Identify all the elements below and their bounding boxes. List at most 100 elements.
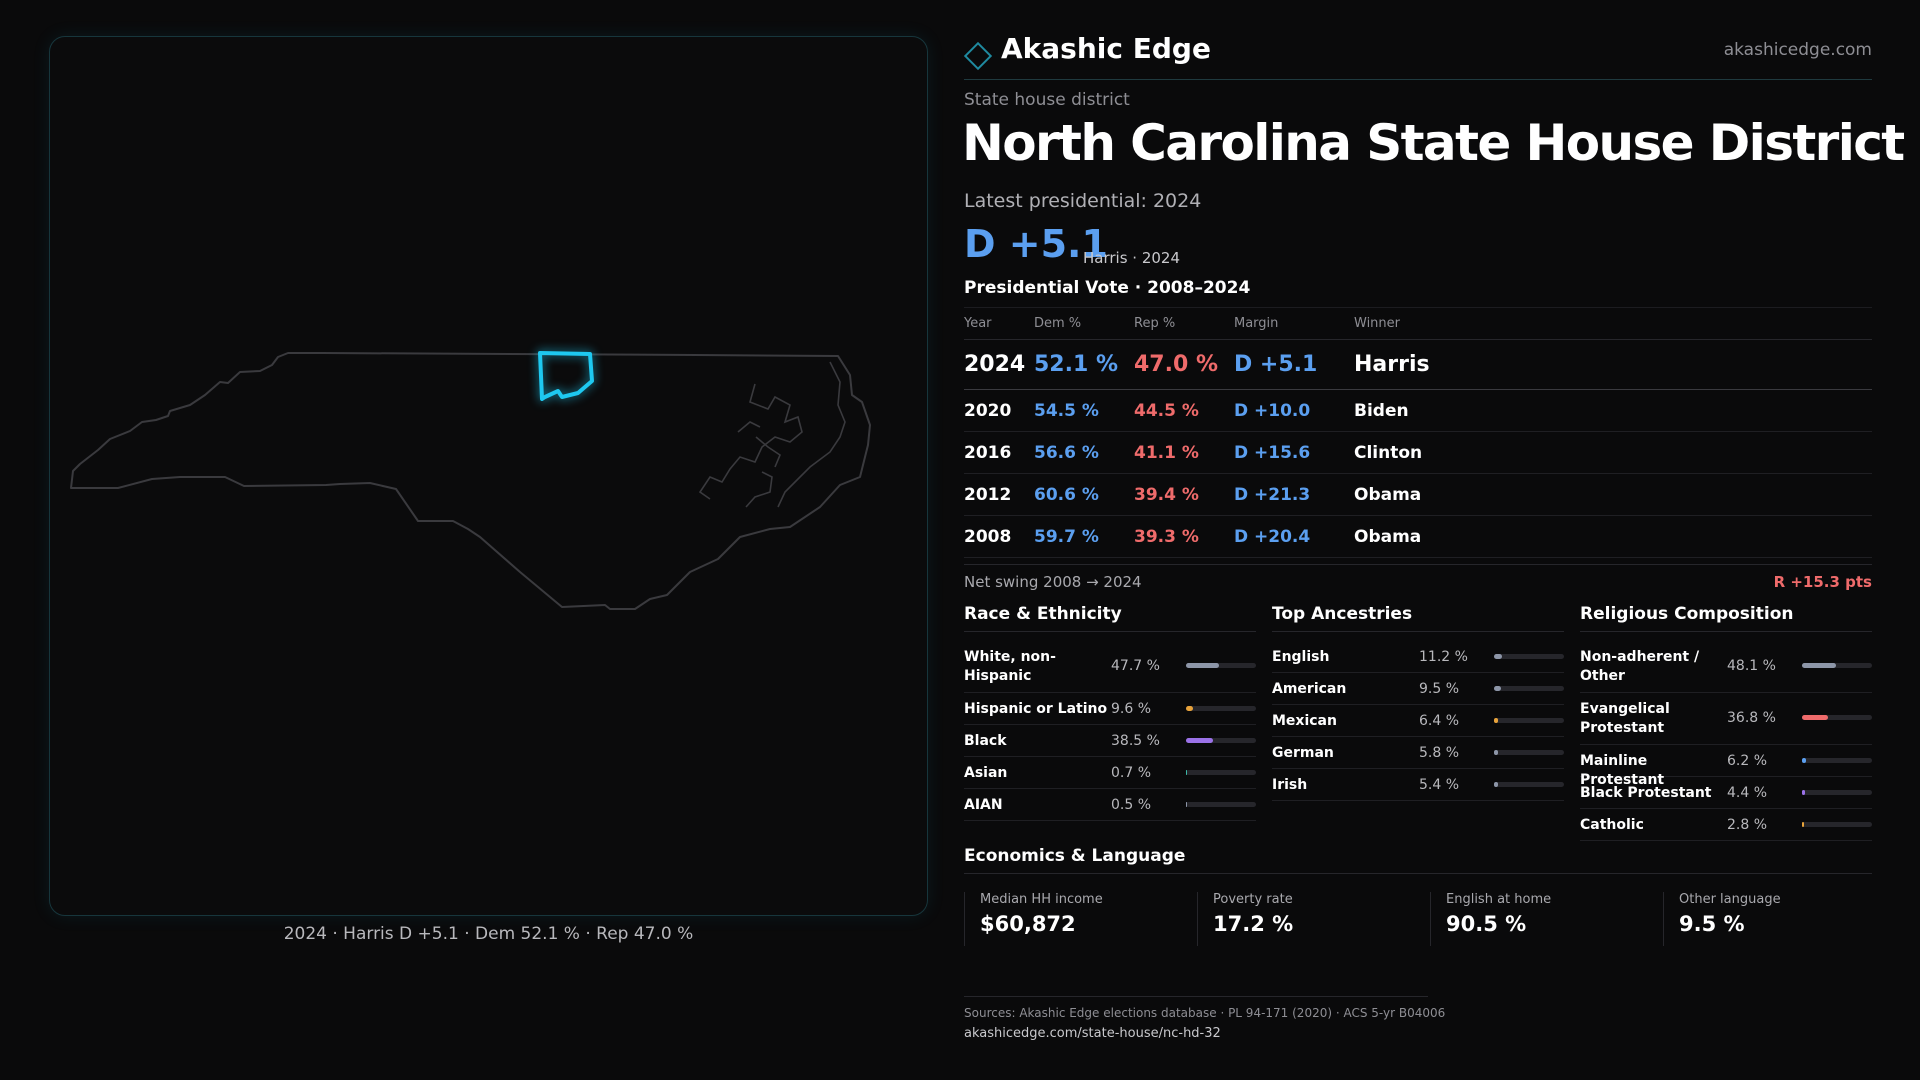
table-row: 2024 52.1 % 47.0 % D +5.1 Harris [964, 340, 1872, 390]
cell-year: 2008 [964, 527, 1012, 547]
list-item: Irish 5.4 % [1272, 769, 1564, 801]
bar-fill [1186, 802, 1188, 807]
list-item: Asian 0.7 % [964, 757, 1256, 789]
map-caption: 2024 · Harris D +5.1 · Dem 52.1 % · Rep … [283, 924, 694, 944]
sources-divider [964, 996, 1428, 997]
stat-label: English at home [1446, 892, 1552, 907]
bar-fill [1186, 738, 1213, 743]
cell-rep: 39.4 % [1134, 485, 1199, 505]
column-header-dem: Dem % [1034, 316, 1082, 331]
brand-url-link[interactable]: akashicedge.com [1723, 40, 1872, 60]
demo-label: Mainline Protestant [1580, 753, 1665, 788]
demo-label: Asian [964, 765, 1008, 781]
swing-divider [964, 564, 1872, 565]
bar-track [1802, 663, 1872, 668]
latest-presidential-label: Latest presidential: 2024 [964, 190, 1202, 212]
demo-value: 11.2 % [1419, 649, 1468, 665]
presidential-margin: D +5.1 [964, 222, 1108, 266]
religion-panel: Religious Composition Non-adherent / Oth… [1580, 604, 1872, 841]
list-item: Black Protestant 4.4 % [1580, 777, 1872, 809]
demo-label: Irish [1272, 777, 1308, 793]
bar-track [1494, 750, 1564, 755]
cell-year: 2020 [964, 401, 1012, 421]
cell-rep: 44.5 % [1134, 401, 1199, 421]
stat-card-english: English at home 90.5 % [1430, 892, 1645, 946]
cell-dem: 54.5 % [1034, 401, 1099, 421]
stat-label: Poverty rate [1213, 892, 1293, 907]
bar-track [1186, 770, 1256, 775]
bar-track [1802, 758, 1872, 763]
demo-value: 47.7 % [1111, 658, 1160, 674]
bar-track [1494, 686, 1564, 691]
list-item: Black 38.5 % [964, 725, 1256, 757]
bar-track [1186, 738, 1256, 743]
list-item: Evangelical Protestant 36.8 % [1580, 693, 1872, 745]
state-outline [70, 352, 871, 610]
bar-track [1494, 654, 1564, 659]
demo-value: 6.2 % [1727, 753, 1768, 769]
column-header-margin: Margin [1234, 316, 1279, 331]
north-carolina-map [70, 351, 871, 610]
demo-value: 4.4 % [1727, 785, 1768, 801]
cell-margin: D +10.0 [1234, 401, 1311, 421]
cell-rep: 39.3 % [1134, 527, 1199, 547]
demo-label: Mexican [1272, 713, 1337, 729]
bar-track [1494, 782, 1564, 787]
cell-dem: 60.6 % [1034, 485, 1099, 505]
demo-value: 0.5 % [1111, 797, 1152, 813]
district-type-label: State house district [964, 90, 1130, 110]
bar-fill [1494, 718, 1499, 723]
table-row: 2016 56.6 % 41.1 % D +15.6 Clinton [964, 432, 1872, 474]
ancestry-title: Top Ancestries [1272, 604, 1564, 632]
demo-label: Black [964, 733, 1007, 749]
bar-fill [1802, 822, 1804, 827]
source-url-link[interactable]: akashicedge.com/state-house/nc-hd-32 [964, 1026, 1221, 1041]
demo-value: 9.5 % [1419, 681, 1460, 697]
presidential-vote-table: Year Dem % Rep % Margin Winner 2024 52.1… [964, 307, 1872, 558]
stat-label: Other language [1679, 892, 1781, 907]
presidential-vote-title: Presidential Vote · 2008–2024 [964, 278, 1251, 298]
bar-fill [1494, 654, 1502, 659]
bar-track [1494, 718, 1564, 723]
demo-label: Hispanic or Latino [964, 701, 1108, 717]
demo-value: 38.5 % [1111, 733, 1160, 749]
bar-track [1186, 663, 1256, 668]
bar-track [1802, 822, 1872, 827]
brand-name: Akashic Edge [1001, 32, 1211, 65]
bar-fill [1802, 758, 1807, 763]
cell-winner: Biden [1354, 401, 1409, 421]
brand-header: Akashic Edge akashicedge.com [963, 30, 1872, 80]
stat-value: 9.5 % [1679, 912, 1745, 936]
stat-card-other-language: Other language 9.5 % [1663, 892, 1878, 946]
column-header-year: Year [964, 316, 992, 331]
net-swing-value: R +15.3 pts [1773, 573, 1872, 591]
demo-label: Non-adherent / Other [1580, 649, 1700, 684]
list-item: Hispanic or Latino 9.6 % [964, 693, 1256, 725]
cell-dem: 59.7 % [1034, 527, 1099, 547]
stat-value: $60,872 [980, 912, 1076, 936]
list-item: American 9.5 % [1272, 673, 1564, 705]
cell-winner: Obama [1354, 527, 1422, 547]
demo-label: White, non-Hispanic [964, 649, 1056, 684]
list-item: Mexican 6.4 % [1272, 705, 1564, 737]
cell-dem: 52.1 % [1034, 352, 1118, 377]
demo-label: Black Protestant [1580, 785, 1712, 801]
bar-fill [1494, 782, 1498, 787]
cell-rep: 47.0 % [1134, 352, 1218, 377]
bar-track [1802, 790, 1872, 795]
stat-card-poverty: Poverty rate 17.2 % [1197, 892, 1412, 946]
cell-margin: D +15.6 [1234, 443, 1311, 463]
stat-value: 17.2 % [1213, 912, 1294, 936]
demo-value: 5.4 % [1419, 777, 1460, 793]
cell-year: 2012 [964, 485, 1012, 505]
cell-margin: D +21.3 [1234, 485, 1311, 505]
stat-card-income: Median HH income $60,872 [964, 892, 1179, 946]
list-item: AIAN 0.5 % [964, 789, 1256, 821]
sources-text: Sources: Akashic Edge elections database… [964, 1006, 1446, 1020]
bar-fill [1802, 663, 1836, 668]
district-32-outline [538, 351, 594, 401]
demo-value: 48.1 % [1727, 658, 1776, 674]
demo-label: English [1272, 649, 1330, 665]
demo-value: 9.6 % [1111, 701, 1152, 717]
list-item: Catholic 2.8 % [1580, 809, 1872, 841]
